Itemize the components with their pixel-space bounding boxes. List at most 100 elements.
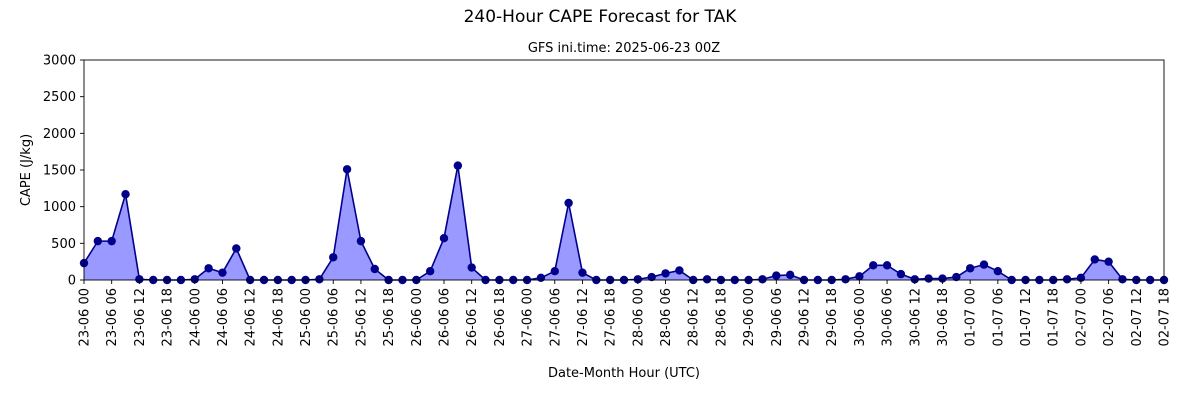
data-point [135, 275, 144, 284]
x-tick-label: 01-07 06 [991, 288, 1006, 346]
data-point [675, 266, 684, 275]
x-tick-label: 30-06 18 [936, 288, 951, 346]
x-tick-label: 27-06 18 [604, 288, 619, 346]
data-point [869, 261, 878, 270]
x-tick-label: 25-06 18 [382, 288, 397, 346]
data-point [107, 236, 116, 246]
x-tick-label: 26-06 12 [465, 288, 480, 346]
chart-title: 240-Hour CAPE Forecast for TAK [464, 7, 738, 27]
data-point [924, 274, 933, 283]
data-point [882, 261, 892, 270]
x-tick-label: 27-06 06 [548, 288, 563, 346]
x-tick-label: 28-06 18 [714, 288, 729, 346]
data-point [315, 275, 324, 284]
y-axis-label: CAPE (J/kg) [19, 134, 34, 206]
x-tick-label: 30-06 00 [853, 288, 868, 346]
x-tick-label: 02-07 00 [1074, 288, 1089, 346]
x-tick-label: 23-06 18 [161, 288, 176, 346]
data-point [356, 236, 366, 246]
data-point [910, 275, 919, 284]
data-point [647, 272, 656, 282]
x-tick-label: 25-06 00 [299, 288, 314, 346]
x-tick-label: 25-06 12 [354, 288, 369, 346]
data-point [370, 264, 379, 274]
x-tick-label: 23-06 12 [133, 288, 148, 346]
y-tick-label: 2500 [43, 90, 76, 105]
x-tick-label: 30-06 12 [908, 288, 923, 346]
x-tick-label: 28-06 00 [631, 288, 646, 346]
data-point [841, 275, 850, 284]
data-point [758, 275, 767, 284]
data-point [993, 267, 1003, 276]
data-point [952, 272, 961, 282]
data-point [661, 269, 670, 278]
x-tick-label: 02-07 18 [1158, 288, 1173, 346]
x-tick-label: 29-06 18 [825, 288, 840, 346]
data-point [855, 272, 864, 281]
data-point [1090, 255, 1099, 264]
y-tick-label: 1500 [43, 164, 76, 179]
x-tick-label: 24-06 12 [244, 288, 259, 346]
data-point [1104, 257, 1113, 266]
x-tick-label: 26-06 00 [410, 288, 425, 346]
data-point [979, 260, 989, 269]
y-tick-label: 2000 [43, 127, 76, 142]
cape-area-fill [84, 165, 1164, 280]
y-tick-label: 500 [51, 237, 76, 252]
x-tick-label: 25-06 06 [327, 288, 342, 346]
x-tick-label: 28-06 12 [687, 288, 702, 346]
x-tick-label: 29-06 00 [742, 288, 757, 346]
y-tick-label: 3000 [43, 54, 76, 69]
data-point [93, 236, 103, 246]
chart-subtitle: GFS ini.time: 2025-06-23 00Z [528, 41, 720, 56]
data-point [702, 275, 712, 284]
data-point [1118, 275, 1127, 284]
data-point [232, 244, 241, 253]
data-point [453, 161, 463, 170]
x-tick-label: 24-06 00 [188, 288, 203, 346]
data-point [425, 267, 435, 276]
plot-frame [83, 59, 1165, 281]
data-point [204, 264, 213, 273]
data-point [1062, 275, 1072, 284]
data-point [564, 198, 573, 208]
x-tick-label: 27-06 12 [576, 288, 591, 346]
data-point [578, 268, 587, 277]
x-tick-label: 24-06 18 [271, 288, 286, 346]
y-tick-label: 1000 [43, 200, 76, 215]
data-point [772, 271, 781, 280]
data-point [633, 275, 643, 284]
x-tick-label: 23-06 06 [105, 288, 120, 346]
data-point [329, 253, 338, 262]
x-tick-label: 23-06 00 [78, 288, 93, 346]
x-tick-label: 01-07 12 [1019, 288, 1034, 346]
x-tick-label: 26-06 18 [493, 288, 508, 346]
plot-area: 0 500 1000 1500 2000 2500 3000 23-06 00 23-06 06… [43, 54, 1173, 347]
cape-line [83, 164, 1164, 281]
x-tick-label: 26-06 06 [438, 288, 453, 346]
data-point [785, 270, 795, 280]
data-point [121, 190, 130, 199]
data-point [896, 269, 906, 279]
data-point [938, 274, 947, 283]
x-tick-label: 27-06 00 [521, 288, 536, 346]
x-tick-label: 02-07 12 [1130, 288, 1145, 346]
x-tick-label: 01-07 00 [964, 288, 979, 346]
x-axis-label: Date-Month Hour (UTC) [548, 366, 700, 381]
data-point [342, 165, 352, 174]
data-point [965, 264, 975, 273]
data-point [190, 275, 199, 284]
x-tick-label: 02-07 06 [1102, 288, 1117, 346]
data-point [467, 263, 476, 272]
data-point [536, 273, 546, 282]
x-tick-label: 28-06 06 [659, 288, 674, 346]
x-tick-label: 01-07 18 [1047, 288, 1062, 346]
x-tick-label: 29-06 06 [770, 288, 785, 346]
x-tick-label: 24-06 06 [216, 288, 231, 346]
x-tick-label: 29-06 12 [798, 288, 813, 346]
x-tick-label: 30-06 06 [881, 288, 896, 346]
data-point [439, 234, 449, 243]
data-point [218, 268, 227, 277]
y-tick-label: 0 [68, 274, 76, 289]
